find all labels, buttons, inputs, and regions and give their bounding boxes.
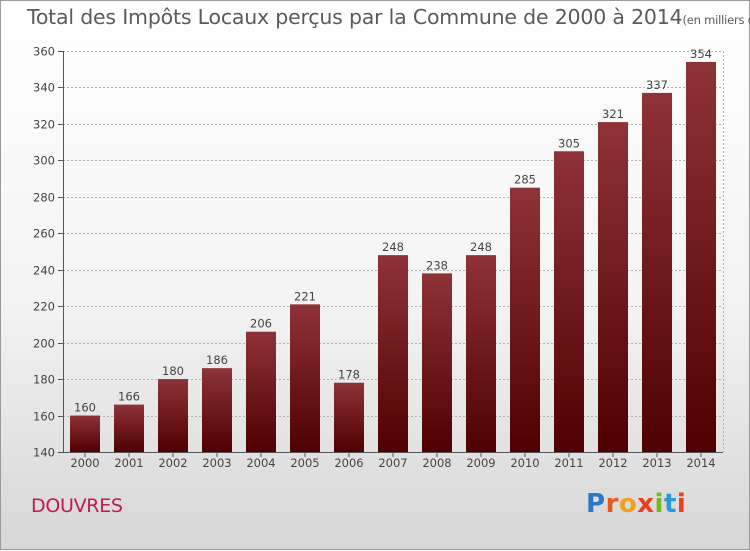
- y-tick-label: 320: [33, 118, 55, 132]
- logo-letter: x: [637, 489, 655, 519]
- x-tick-label: 2004: [246, 456, 275, 470]
- y-tick-label: 220: [33, 300, 55, 314]
- y-tick-label: 280: [33, 191, 55, 205]
- logo-letter: r: [605, 489, 619, 519]
- bar: [202, 368, 232, 452]
- bar-value-label: 354: [690, 47, 712, 61]
- bar-value-label: 248: [470, 240, 492, 254]
- y-tick-label: 140: [33, 446, 55, 460]
- bar: [114, 404, 144, 452]
- logo-letter: t: [663, 489, 677, 519]
- x-tick-label: 2002: [158, 456, 187, 470]
- y-tick-label: 160: [33, 410, 55, 424]
- bar: [510, 187, 540, 453]
- x-tick-label: 2009: [466, 456, 495, 470]
- bar-value-label: 206: [250, 317, 272, 331]
- bar: [466, 255, 496, 452]
- bar-value-label: 248: [382, 240, 404, 254]
- x-tick-label: 2008: [422, 456, 451, 470]
- y-tick-label: 300: [33, 154, 55, 168]
- logo-letter: i: [676, 489, 687, 519]
- bar: [70, 415, 100, 452]
- x-tick-label: 2001: [114, 456, 143, 470]
- x-tick-label: 2013: [642, 456, 671, 470]
- bar-value-label: 285: [514, 173, 536, 187]
- bar: [554, 151, 584, 452]
- chart-title-text: Total des Impôts Locaux perçus par la Co…: [27, 5, 683, 29]
- y-tick-label: 240: [33, 264, 55, 278]
- bar: [290, 304, 320, 452]
- bar-value-label: 166: [118, 390, 140, 404]
- x-tick-label: 2010: [510, 456, 539, 470]
- bar-value-label: 305: [558, 136, 580, 150]
- proxiti-logo[interactable]: Proxiti: [586, 489, 686, 519]
- bar-value-label: 221: [294, 289, 316, 303]
- y-tick-label: 260: [33, 227, 55, 241]
- bar-value-label: 178: [338, 368, 360, 382]
- x-tick-label: 2000: [70, 456, 99, 470]
- x-tick-label: 2007: [378, 456, 407, 470]
- y-tick-label: 200: [33, 337, 55, 351]
- x-tick-label: 2003: [202, 456, 231, 470]
- x-tick-label: 2011: [554, 456, 583, 470]
- x-tick-label: 2006: [334, 456, 363, 470]
- x-tick-label: 2005: [290, 456, 319, 470]
- bar: [422, 273, 452, 452]
- bar-value-label: 238: [426, 258, 448, 272]
- x-tick-label: 2012: [598, 456, 627, 470]
- logo-letter: P: [586, 489, 606, 519]
- bar-value-label: 186: [206, 353, 228, 367]
- bar: [246, 331, 276, 452]
- bar-value-label: 180: [162, 364, 184, 378]
- bar: [598, 122, 628, 452]
- bar: [378, 255, 408, 452]
- bar-value-label: 321: [602, 107, 624, 121]
- bar-value-label: 337: [646, 78, 668, 92]
- x-tick-label: 2014: [686, 456, 715, 470]
- y-tick-label: 340: [33, 81, 55, 95]
- bar: [642, 92, 672, 452]
- bar: [686, 61, 716, 452]
- chart-title-unit: (en milliers d'€): [682, 13, 750, 27]
- commune-name: DOUVRES: [31, 495, 123, 517]
- bar: [158, 379, 188, 452]
- bar: [334, 382, 364, 452]
- logo-letter: o: [618, 489, 638, 519]
- logo-letter: i: [654, 489, 664, 519]
- y-tick-label: 180: [33, 373, 55, 387]
- bar-value-label: 160: [74, 401, 96, 415]
- y-tick-label: 360: [33, 45, 55, 59]
- chart-title: Total des Impôts Locaux perçus par la Co…: [27, 5, 750, 29]
